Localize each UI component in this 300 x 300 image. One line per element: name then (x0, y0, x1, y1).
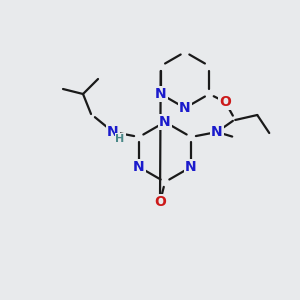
Text: N: N (185, 160, 197, 174)
Text: O: O (219, 95, 231, 109)
Text: N: N (179, 101, 191, 115)
Text: N: N (159, 115, 171, 129)
Text: O: O (154, 195, 166, 209)
Text: N: N (155, 87, 167, 101)
Text: N: N (211, 125, 223, 139)
Text: N: N (133, 160, 145, 174)
Text: N: N (107, 125, 119, 139)
Text: H: H (116, 134, 124, 144)
